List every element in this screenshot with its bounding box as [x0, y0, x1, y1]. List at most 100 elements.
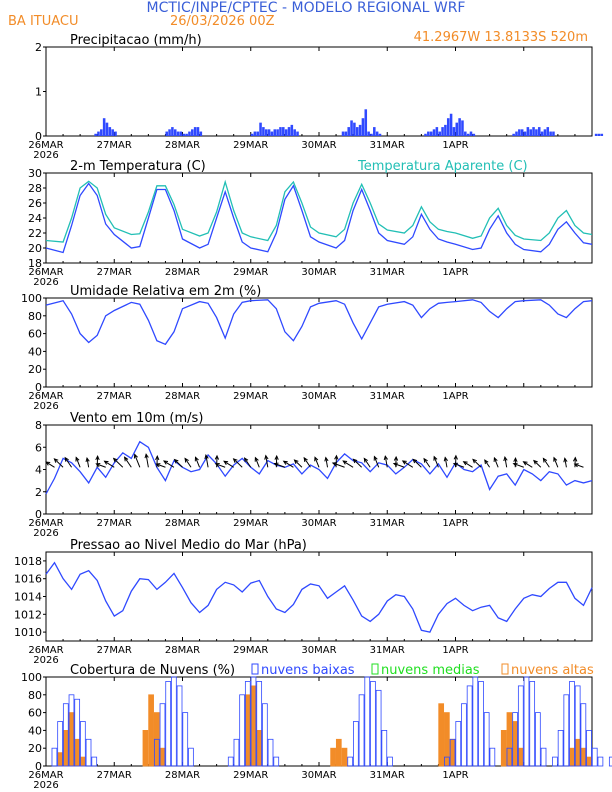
cloud-bar-blue [250, 676, 257, 767]
precip-xlabel: 30MAR [301, 140, 336, 151]
wind-vector-head [53, 458, 59, 463]
wind-vector [543, 458, 550, 468]
clouds-title: Cobertura de Nuvens (%) [70, 663, 235, 678]
precip-bar [250, 133, 254, 136]
cloud-legend-label: nuvens altas [511, 663, 594, 678]
wind-vector-head [214, 454, 220, 460]
cloud-bar-blue [364, 676, 371, 767]
cloud-bar-orange [250, 685, 257, 767]
wind-vector-head [274, 454, 279, 460]
cloud-bar-blue [512, 712, 518, 767]
wind-ytick-label: 8 [35, 419, 42, 432]
temp-title: 2-m Temperatura (C) [70, 159, 206, 174]
cloud-bar-orange [444, 712, 450, 767]
wind-vector-head [542, 457, 548, 463]
precip-bar [259, 122, 262, 136]
wind-vector-head [512, 462, 518, 467]
header: MCTIC/INPE/CPTEC - MODELO REGIONAL WRF B… [8, 0, 588, 45]
cloud-legend-swatch [371, 663, 379, 675]
precip-bar [105, 122, 109, 136]
pressure-ytick-label: 1016 [14, 573, 42, 586]
cloud-bar-blue [529, 681, 536, 767]
cloud-bar-orange [335, 738, 342, 767]
precip-bar [526, 127, 530, 136]
cloud-bar-blue [478, 681, 484, 767]
precip-bar [458, 118, 461, 136]
pressure-series-0 [45, 561, 593, 633]
precip-ytick-label: 1 [35, 86, 42, 99]
wind-vector-head [503, 455, 508, 462]
wind-vector-head [484, 459, 489, 465]
wind-vector-head [393, 455, 399, 461]
pressure-xlabel: 28MAR [165, 645, 200, 656]
wind-vector [574, 463, 584, 468]
precip-bar [341, 131, 345, 136]
precip-bar [100, 129, 103, 136]
precip-bar [438, 131, 441, 136]
wind-vector-head [513, 457, 518, 463]
precip-bar [168, 129, 171, 136]
precip-xlabel: 1APR [442, 140, 468, 151]
cloud-bar-blue [256, 681, 263, 767]
precip-bar [600, 133, 604, 136]
wind-vector [75, 457, 81, 468]
wind-vector [145, 454, 149, 468]
rh-xlabel: 26MAR [28, 391, 63, 402]
wind-vector-head [334, 454, 339, 460]
cloud-bar-blue [580, 703, 587, 767]
cloud-bar-blue [483, 712, 490, 767]
rh-xlabel: 29MAR [233, 391, 268, 402]
precip-xlabel: 29MAR [233, 140, 268, 151]
wind-vector [45, 461, 55, 468]
precip-bar [196, 127, 200, 136]
cloud-bar-orange [500, 730, 507, 767]
cloud-bar-blue [552, 756, 558, 767]
precip-bar [273, 129, 277, 136]
cloud-legend-label: nuvens medias [381, 663, 480, 678]
wind-vector-head [401, 460, 407, 465]
wind-vector-head [443, 456, 449, 462]
cloud-bar-blue [444, 756, 450, 767]
cloud-bar-orange [159, 747, 166, 767]
temp-ytick-label: 30 [28, 167, 42, 180]
cloud-bar-blue [347, 756, 354, 767]
wind-panel: 0 2 4 6 8 26MAR 27MAR 28MAR 29MAR 30MAR 31MAR 1APR 2… [28, 411, 593, 539]
wind-vector [433, 456, 439, 468]
temp-legend: Temperatura Aparente (C) [357, 159, 528, 174]
pressure-xlabel: 29MAR [233, 645, 268, 656]
cloud-legend-label: nuvens baixas [261, 663, 355, 678]
wind-vector-head [155, 455, 160, 461]
wind-vector-head [363, 457, 368, 463]
precip-bar [424, 133, 427, 136]
precip-bar [543, 129, 547, 136]
precip-bar [276, 129, 279, 136]
cloud-bar-blue [165, 681, 172, 767]
cloud-bar-orange [80, 756, 86, 767]
precip-ytick-label: 2 [35, 41, 42, 54]
wind-vector-head [314, 456, 319, 462]
clouds-ytick-label: 40 [28, 724, 42, 737]
temp-frame [45, 172, 593, 264]
cloud-bar-orange [74, 738, 81, 767]
precip-title: Precipitacao (mm/h) [70, 33, 202, 48]
wind-vector-head [223, 460, 229, 465]
precip-bar [108, 127, 112, 136]
precip-bar [171, 127, 174, 136]
precip-bar [518, 129, 521, 136]
precip-bar [355, 127, 359, 136]
cloud-bar-blue [74, 698, 81, 767]
precip-bar [523, 131, 527, 136]
precip-bar [262, 127, 265, 136]
wind-title: Vento em 10m (m/s) [70, 411, 203, 426]
precip-bar [270, 131, 274, 136]
precip-bar [176, 131, 180, 136]
cloud-bar-blue [517, 685, 524, 767]
rh-xlabel: 28MAR [165, 391, 200, 402]
precip-bar [256, 131, 259, 136]
precip-bar [361, 118, 365, 136]
wind-series-0 [45, 440, 593, 495]
cloud-bar-blue [358, 694, 365, 767]
precip-bar [373, 127, 376, 136]
rh-xlabel: 1APR [442, 391, 468, 402]
